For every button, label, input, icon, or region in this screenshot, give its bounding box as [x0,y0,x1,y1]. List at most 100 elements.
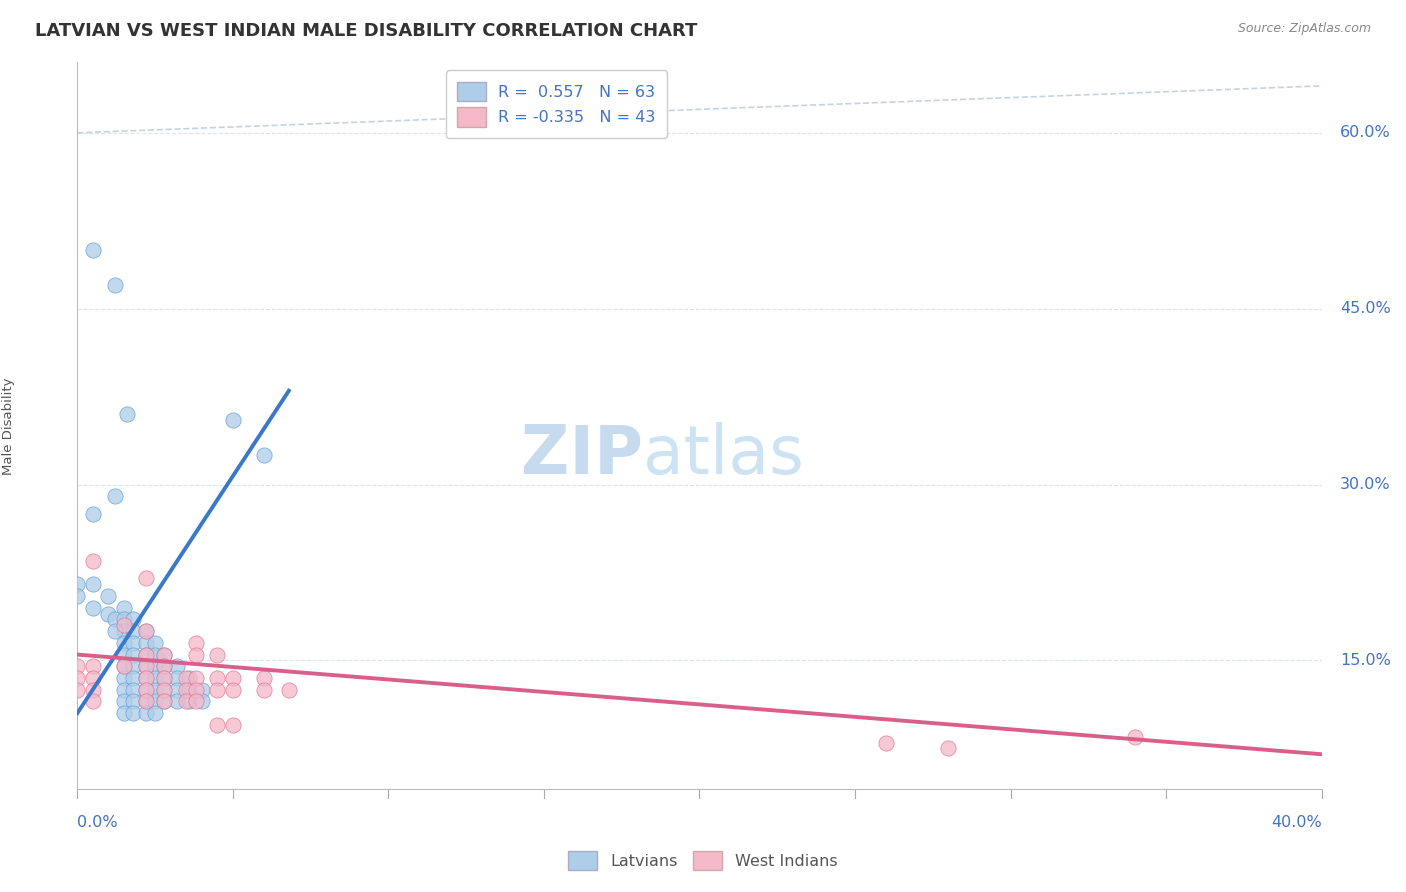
Point [179,694,201,708]
Point [153,648,176,662]
Point [66,659,89,673]
Point [112,612,135,626]
Point [112,636,135,650]
Text: 40.0%: 40.0% [1271,815,1322,830]
Text: 45.0%: 45.0% [1340,301,1391,316]
Point [112,618,135,632]
Text: atlas: atlas [644,422,804,488]
Point [112,600,135,615]
Point [97,607,120,621]
Point [184,694,207,708]
Point [153,671,176,685]
Point [179,671,201,685]
Point [104,624,127,639]
Point [184,671,207,685]
Point [104,612,127,626]
Point [135,659,157,673]
Point [82,507,104,521]
Point [143,682,166,697]
Point [166,671,188,685]
Point [1123,730,1146,744]
Text: 60.0%: 60.0% [1340,125,1391,140]
Point [104,278,127,293]
Point [112,671,135,685]
Point [143,659,166,673]
Point [191,694,214,708]
Point [143,636,166,650]
Point [122,659,145,673]
Point [135,682,157,697]
Point [66,589,89,603]
Point [135,648,157,662]
Point [66,671,89,685]
Point [207,682,229,697]
Point [112,659,135,673]
Point [153,659,176,673]
Point [82,554,104,568]
Point [135,571,157,585]
Point [253,448,276,462]
Point [135,682,157,697]
Point [222,671,245,685]
Text: LATVIAN VS WEST INDIAN MALE DISABILITY CORRELATION CHART: LATVIAN VS WEST INDIAN MALE DISABILITY C… [35,22,697,40]
Point [179,682,201,697]
Point [153,694,176,708]
Point [253,682,276,697]
Point [166,659,188,673]
Point [166,694,188,708]
Point [153,682,176,697]
Text: ZIP: ZIP [522,422,644,488]
Point [122,682,145,697]
Point [253,671,276,685]
Point [122,612,145,626]
Point [222,718,245,732]
Text: Source: ZipAtlas.com: Source: ZipAtlas.com [1237,22,1371,36]
Point [112,624,135,639]
Point [153,671,176,685]
Point [143,648,166,662]
Point [184,648,207,662]
Point [174,682,197,697]
Point [135,648,157,662]
Point [135,706,157,721]
Point [135,624,157,639]
Point [112,659,135,673]
Point [166,682,188,697]
Text: 15.0%: 15.0% [1340,653,1391,668]
Point [207,718,229,732]
Point [82,671,104,685]
Legend: R =  0.557   N = 63, R = -0.335   N = 43: R = 0.557 N = 63, R = -0.335 N = 43 [446,70,666,138]
Text: Male Disability: Male Disability [3,377,15,475]
Point [135,694,157,708]
Point [938,741,960,756]
Text: 30.0%: 30.0% [1340,477,1391,492]
Point [82,577,104,591]
Legend: Latvians, West Indians: Latvians, West Indians [562,845,844,877]
Point [82,694,104,708]
Point [174,671,197,685]
Point [97,589,120,603]
Point [135,671,157,685]
Point [82,659,104,673]
Point [122,624,145,639]
Point [191,682,214,697]
Point [104,489,127,503]
Point [222,413,245,427]
Point [174,694,197,708]
Point [135,636,157,650]
Point [153,659,176,673]
Point [153,648,176,662]
Point [112,694,135,708]
Point [122,706,145,721]
Point [184,682,207,697]
Point [153,694,176,708]
Point [135,659,157,673]
Point [66,577,89,591]
Point [143,671,166,685]
Point [122,648,145,662]
Point [135,694,157,708]
Text: 0.0%: 0.0% [77,815,118,830]
Point [82,243,104,257]
Point [207,671,229,685]
Point [875,735,897,749]
